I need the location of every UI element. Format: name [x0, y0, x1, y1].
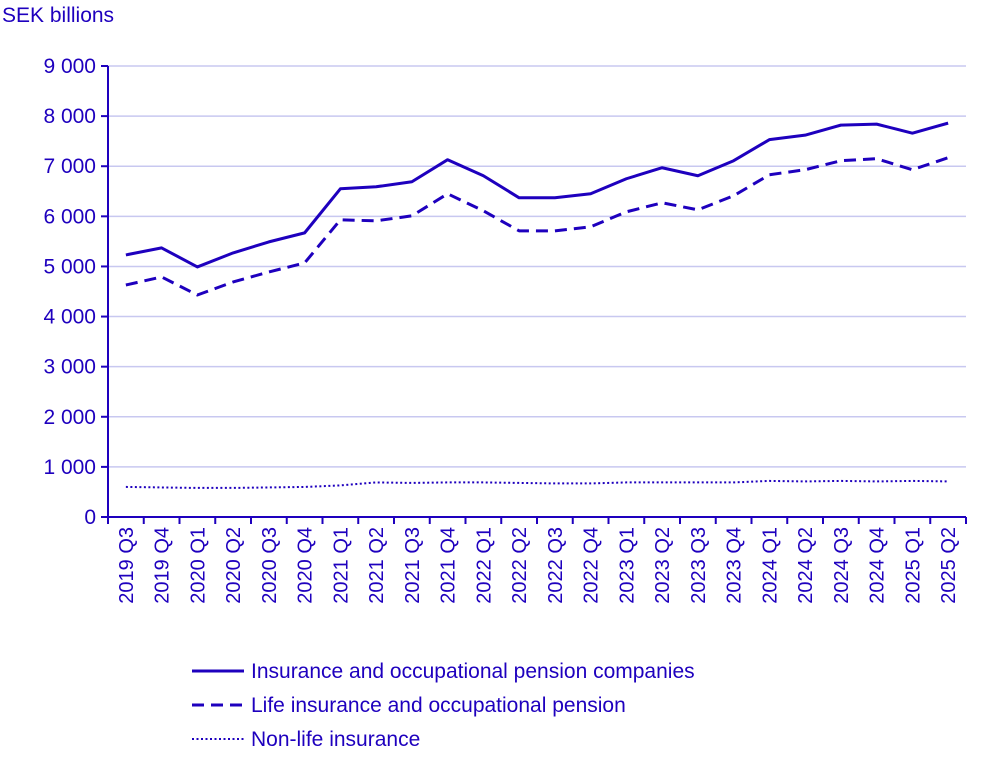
x-tick-label: 2020 Q1	[187, 527, 209, 604]
x-tick-label: 2021 Q2	[366, 527, 388, 604]
x-tick-label: 2020 Q3	[259, 527, 281, 604]
x-tick-label: 2022 Q3	[545, 527, 567, 604]
x-tick-label: 2024 Q3	[831, 527, 853, 604]
y-tick-label: 2 000	[43, 406, 96, 429]
legend-label: Insurance and occupational pension compa…	[251, 660, 695, 683]
x-tick-label: 2019 Q4	[152, 527, 174, 604]
series-line-solid	[125, 121, 949, 269]
series-line-dashed	[125, 156, 949, 297]
legend-label: Non-life insurance	[251, 728, 420, 751]
y-tick-label: 9 000	[43, 55, 96, 78]
x-tick-label: 2025 Q1	[902, 527, 924, 604]
x-tick-label: 2023 Q2	[652, 527, 674, 604]
x-tick-label: 2021 Q4	[438, 527, 460, 604]
y-tick-label: 5 000	[43, 255, 96, 278]
x-tick-label: 2019 Q3	[116, 527, 138, 604]
y-tick-label: 1 000	[43, 456, 96, 479]
y-tick-label: 4 000	[43, 306, 96, 329]
x-tick-label: 2024 Q2	[795, 527, 817, 604]
x-tick-label: 2020 Q2	[223, 527, 245, 604]
x-tick-label: 2024 Q4	[867, 527, 889, 604]
series-line-dotted	[125, 479, 949, 489]
x-tick-label: 2021 Q1	[330, 527, 352, 604]
x-tick-label: 2020 Q4	[295, 527, 317, 604]
x-tick-label: 2022 Q1	[473, 527, 495, 604]
x-tick-label: 2022 Q2	[509, 527, 531, 604]
x-tick-label: 2023 Q1	[616, 527, 638, 604]
y-axis-label: SEK billions	[2, 4, 114, 27]
x-tick-label: 2023 Q4	[724, 527, 746, 604]
y-tick-label: 8 000	[43, 105, 96, 128]
y-tick-label: 0	[84, 506, 96, 529]
x-tick-label: 2024 Q1	[759, 527, 781, 604]
y-tick-label: 6 000	[43, 205, 96, 228]
y-tick-label: 7 000	[43, 155, 96, 178]
x-tick-label: 2022 Q4	[581, 527, 603, 604]
x-tick-label: 2023 Q3	[688, 527, 710, 604]
y-tick-label: 3 000	[43, 356, 96, 379]
x-tick-label: 2021 Q3	[402, 527, 424, 604]
x-tick-label: 2025 Q2	[938, 527, 960, 604]
legend-label: Life insurance and occupational pension	[251, 694, 626, 717]
